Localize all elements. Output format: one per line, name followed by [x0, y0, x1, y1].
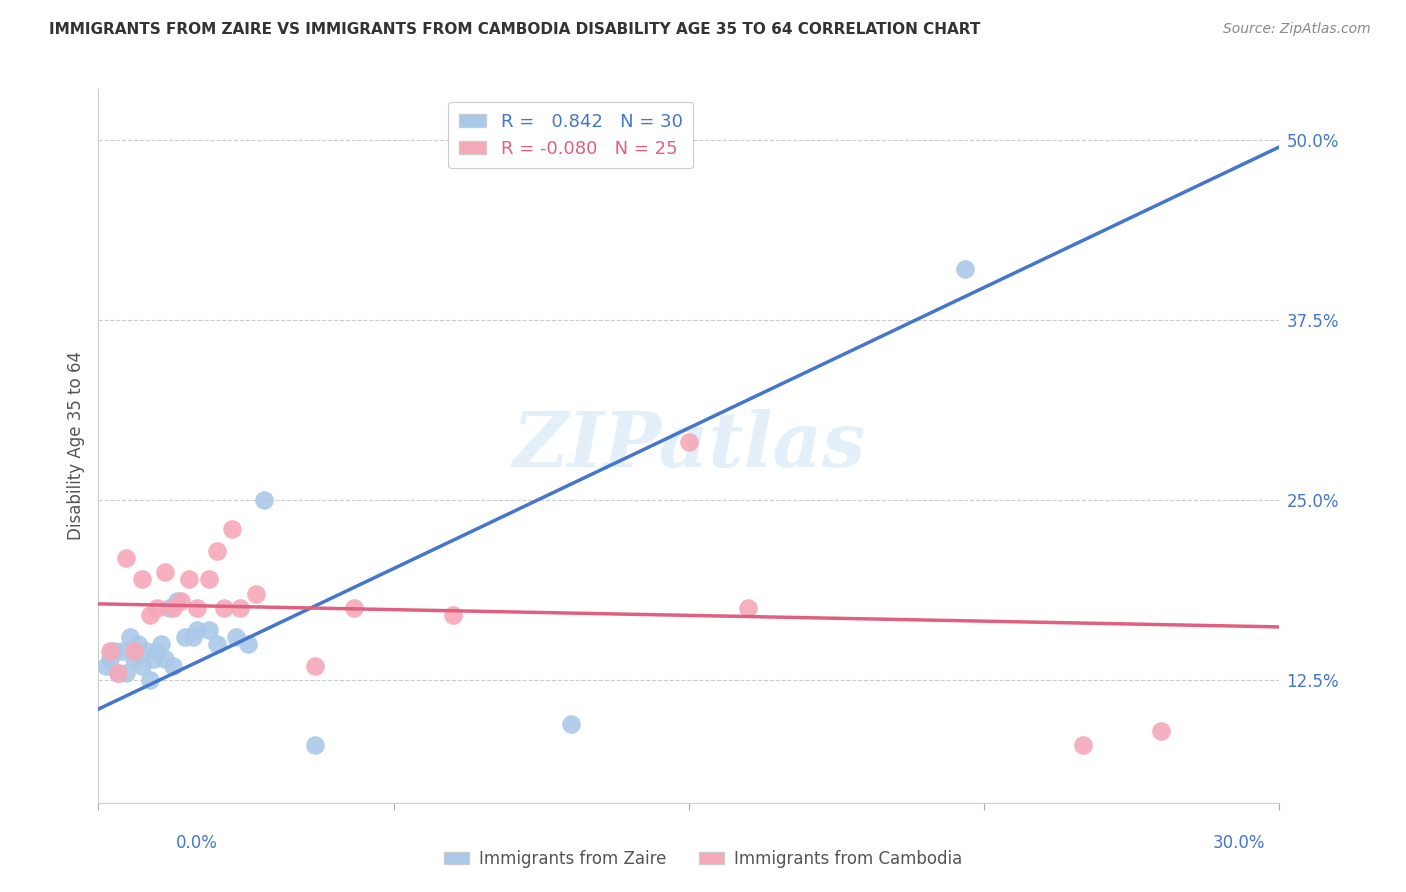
Point [127, 637, 149, 651]
Point [155, 651, 177, 665]
Point [1071, 738, 1094, 752]
Point [174, 630, 197, 644]
Point [146, 644, 169, 658]
Y-axis label: Disability Age 35 to 64: Disability Age 35 to 64 [66, 351, 84, 541]
Text: IMMIGRANTS FROM ZAIRE VS IMMIGRANTS FROM CAMBODIA DISABILITY AGE 35 TO 64 CORREL: IMMIGRANTS FROM ZAIRE VS IMMIGRANTS FROM… [49, 22, 980, 37]
Point [441, 608, 464, 623]
Point [205, 637, 228, 651]
Point [138, 608, 160, 623]
Point [115, 666, 138, 681]
Text: 30.0%: 30.0% [1213, 834, 1265, 852]
Point [197, 623, 219, 637]
Point [181, 630, 204, 644]
Point [560, 716, 582, 731]
Point [1150, 723, 1173, 738]
Point [221, 522, 243, 536]
Point [177, 572, 200, 586]
Point [953, 262, 976, 277]
Point [98, 651, 121, 665]
Point [122, 651, 145, 665]
Point [96, 658, 118, 673]
Point [225, 630, 247, 644]
Point [197, 572, 219, 586]
Point [131, 658, 153, 673]
Point [737, 601, 759, 615]
Point [245, 587, 267, 601]
Text: Source: ZipAtlas.com: Source: ZipAtlas.com [1223, 22, 1371, 37]
Point [186, 623, 208, 637]
Point [205, 543, 228, 558]
Point [229, 601, 252, 615]
Point [150, 637, 173, 651]
Point [304, 738, 326, 752]
Point [115, 550, 138, 565]
Point [107, 666, 129, 681]
Point [111, 644, 134, 658]
Point [135, 644, 157, 658]
Legend: Immigrants from Zaire, Immigrants from Cambodia: Immigrants from Zaire, Immigrants from C… [437, 844, 969, 875]
Point [166, 594, 188, 608]
Point [138, 673, 160, 688]
Point [170, 594, 193, 608]
Point [162, 658, 184, 673]
Point [343, 601, 366, 615]
Point [304, 658, 326, 673]
Point [98, 644, 121, 658]
Point [122, 644, 145, 658]
Point [214, 601, 236, 615]
Text: ZIPatlas: ZIPatlas [512, 409, 866, 483]
Point [155, 565, 177, 579]
Point [157, 601, 180, 615]
Point [253, 493, 276, 508]
Legend: R =   0.842   N = 30, R = -0.080   N = 25: R = 0.842 N = 30, R = -0.080 N = 25 [449, 102, 693, 169]
Point [146, 601, 169, 615]
Point [186, 601, 208, 615]
Point [142, 651, 165, 665]
Point [118, 630, 141, 644]
Point [131, 572, 153, 586]
Point [103, 644, 125, 658]
Point [162, 601, 184, 615]
Text: 0.0%: 0.0% [176, 834, 218, 852]
Point [236, 637, 259, 651]
Point [107, 666, 129, 681]
Point [678, 435, 700, 450]
